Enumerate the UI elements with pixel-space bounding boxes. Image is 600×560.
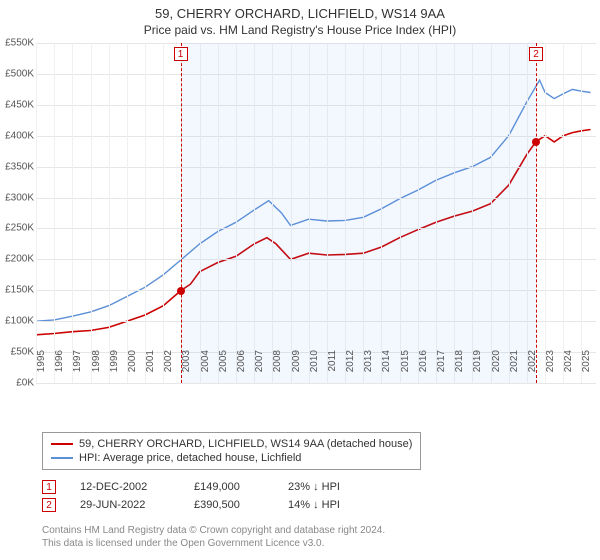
gridline-v — [109, 43, 110, 383]
legend-item: 59, CHERRY ORCHARD, LICHFIELD, WS14 9AA … — [51, 437, 412, 451]
x-tick-label: 2005 — [218, 350, 229, 372]
y-tick-label: £500K — [5, 68, 34, 79]
x-tick-label: 1997 — [72, 350, 83, 372]
sale-badge: 1 — [42, 480, 56, 494]
x-axis: 1995 1996 1997 1998 1999 2000 2001 2002 2003 2004… — [36, 346, 596, 386]
shaded-range — [181, 43, 536, 383]
x-tick-label: 2013 — [363, 350, 374, 372]
chart-title: 59, CHERRY ORCHARD, LICHFIELD, WS14 9AA — [0, 0, 600, 21]
gridline-v — [545, 43, 546, 383]
legend: 59, CHERRY ORCHARD, LICHFIELD, WS14 9AA … — [42, 432, 421, 470]
plot: 12 — [36, 43, 596, 383]
chart-container: 59, CHERRY ORCHARD, LICHFIELD, WS14 9AA … — [0, 0, 600, 560]
x-tick-label: 2019 — [472, 350, 483, 372]
x-tick-label: 2004 — [200, 350, 211, 372]
sale-marker-line — [181, 43, 182, 383]
x-tick-label: 1999 — [109, 350, 120, 372]
x-tick-label: 2025 — [581, 350, 592, 372]
legend-item: HPI: Average price, detached house, Lich… — [51, 451, 412, 465]
y-tick-label: £50K — [11, 347, 34, 358]
y-tick-label: £250K — [5, 223, 34, 234]
gridline-v — [54, 43, 55, 383]
y-tick-label: £200K — [5, 254, 34, 265]
x-tick-label: 2003 — [181, 350, 192, 372]
sales-table: 1 12-DEC-2002 £149,000 23% ↓ HPI 2 29-JUN-202… — [42, 478, 340, 514]
y-tick-label: £400K — [5, 130, 34, 141]
gridline-v — [36, 43, 37, 383]
footnote: Contains HM Land Registry data © Crown c… — [42, 524, 385, 550]
sale-delta: 14% ↓ HPI — [288, 499, 340, 511]
x-tick-label: 2016 — [418, 350, 429, 372]
x-tick-label: 2008 — [272, 350, 283, 372]
sale-price: £149,000 — [194, 481, 264, 493]
x-tick-label: 2006 — [236, 350, 247, 372]
chart-plot-area: £0K£50K£100K£150K£200K£250K£300K£350K£40… — [36, 43, 596, 383]
x-tick-label: 2002 — [163, 350, 174, 372]
x-tick-label: 2007 — [254, 350, 265, 372]
x-tick-label: 2012 — [345, 350, 356, 372]
gridline-v — [581, 43, 582, 383]
x-tick-label: 2015 — [400, 350, 411, 372]
x-tick-label: 2020 — [491, 350, 502, 372]
legend-swatch — [51, 457, 73, 459]
sale-marker-dot — [177, 287, 185, 295]
sale-date: 12-DEC-2002 — [80, 481, 170, 493]
footnote-line: This data is licensed under the Open Gov… — [42, 537, 385, 550]
y-tick-label: £0K — [16, 378, 34, 389]
x-tick-label: 2009 — [291, 350, 302, 372]
sale-marker-line — [536, 43, 537, 383]
x-tick-label: 2024 — [563, 350, 574, 372]
chart-subtitle: Price paid vs. HM Land Registry's House … — [0, 21, 600, 43]
x-tick-label: 1995 — [36, 350, 47, 372]
legend-swatch — [51, 443, 73, 445]
sale-date: 29-JUN-2022 — [80, 499, 170, 511]
gridline-v — [91, 43, 92, 383]
sale-price: £390,500 — [194, 499, 264, 511]
legend-label: 59, CHERRY ORCHARD, LICHFIELD, WS14 9AA … — [79, 438, 412, 450]
x-tick-label: 2014 — [381, 350, 392, 372]
sale-marker-badge: 2 — [529, 47, 543, 61]
sale-row: 1 12-DEC-2002 £149,000 23% ↓ HPI — [42, 478, 340, 496]
y-tick-label: £550K — [5, 38, 34, 49]
x-tick-label: 2000 — [127, 350, 138, 372]
x-tick-label: 2023 — [545, 350, 556, 372]
x-tick-label: 2022 — [527, 350, 538, 372]
x-tick-label: 2011 — [327, 350, 338, 372]
x-tick-label: 1996 — [54, 350, 65, 372]
y-tick-label: £150K — [5, 285, 34, 296]
sale-marker-dot — [532, 138, 540, 146]
x-tick-label: 2010 — [309, 350, 320, 372]
x-tick-label: 1998 — [91, 350, 102, 372]
gridline-v — [163, 43, 164, 383]
y-tick-label: £100K — [5, 316, 34, 327]
gridline-v — [127, 43, 128, 383]
sale-marker-badge: 1 — [174, 47, 188, 61]
y-tick-label: £300K — [5, 192, 34, 203]
gridline-v — [563, 43, 564, 383]
sale-badge: 2 — [42, 498, 56, 512]
sale-delta: 23% ↓ HPI — [288, 481, 340, 493]
x-tick-label: 2018 — [454, 350, 465, 372]
gridline-v — [145, 43, 146, 383]
y-tick-label: £350K — [5, 161, 34, 172]
y-axis: £0K£50K£100K£150K£200K£250K£300K£350K£40… — [0, 43, 36, 383]
x-tick-label: 2001 — [145, 350, 156, 372]
y-tick-label: £450K — [5, 99, 34, 110]
sale-row: 2 29-JUN-2022 £390,500 14% ↓ HPI — [42, 496, 340, 514]
footnote-line: Contains HM Land Registry data © Crown c… — [42, 524, 385, 537]
gridline-v — [72, 43, 73, 383]
legend-label: HPI: Average price, detached house, Lich… — [79, 452, 301, 464]
x-tick-label: 2017 — [436, 350, 447, 372]
x-tick-label: 2021 — [509, 350, 520, 372]
